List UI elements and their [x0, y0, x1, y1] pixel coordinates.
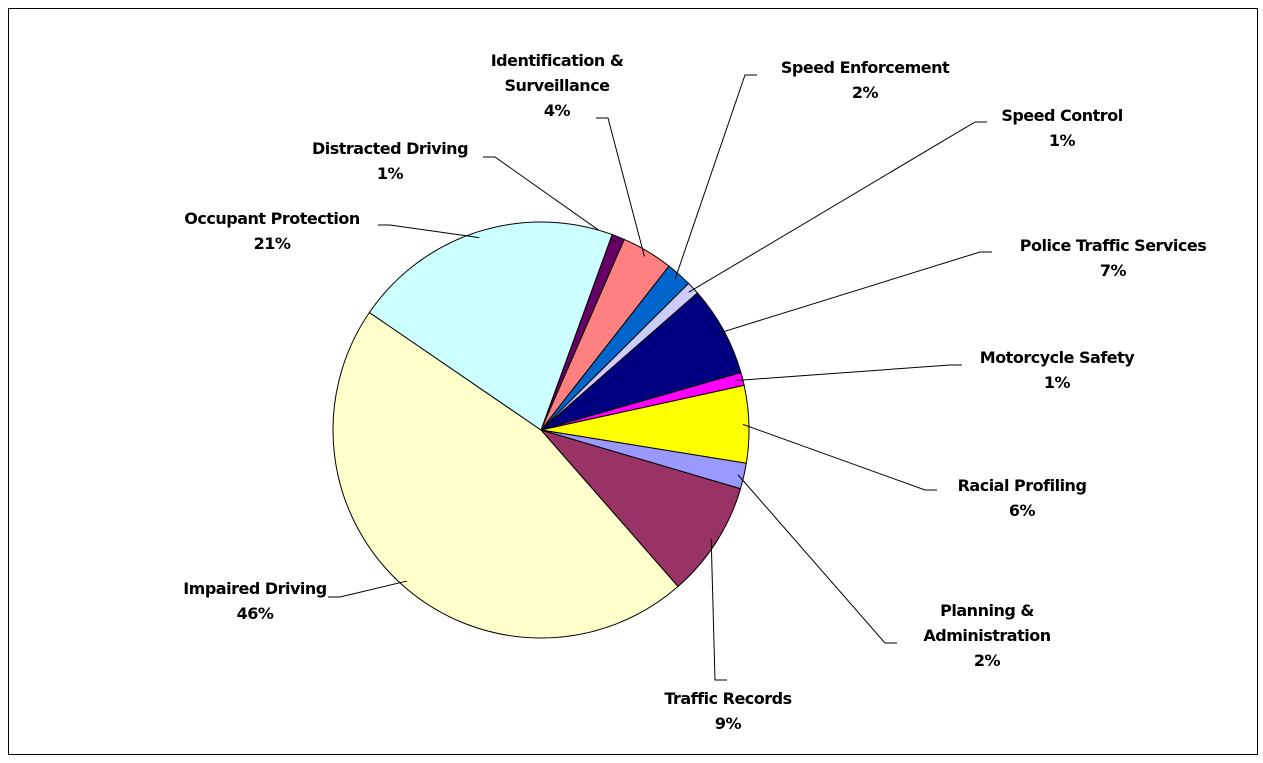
leader-line	[674, 74, 757, 280]
leader-line	[483, 156, 617, 243]
category-label: Police Traffic Services	[1019, 236, 1207, 255]
data-label: Motorcycle Safety 1%	[947, 345, 1167, 395]
data-label: Police Traffic Services 7%	[1003, 233, 1223, 283]
value-label: 7%	[1099, 261, 1127, 280]
leader-line	[742, 423, 937, 491]
category-label: Occupant Protection	[184, 209, 360, 228]
value-label: 2%	[851, 83, 879, 102]
category-label: Racial Profiling	[957, 476, 1087, 495]
data-label: Speed Control 1%	[952, 103, 1172, 153]
data-label: Planning & Administration 2%	[907, 598, 1067, 673]
category-label: Distracted Driving	[311, 139, 469, 158]
category-label: Motorcycle Safety	[979, 348, 1135, 367]
category-label: Speed Enforcement	[780, 58, 950, 77]
value-label: 21%	[253, 234, 291, 253]
data-label: Identification & Surveillance 4%	[477, 48, 637, 123]
leader-line	[596, 117, 645, 257]
pie-slice	[332, 311, 679, 639]
category-label: Planning & Administration	[923, 601, 1051, 645]
data-label: Impaired Driving 46%	[145, 576, 365, 626]
leader-line	[688, 121, 987, 293]
category-label: Speed Control	[1001, 106, 1123, 125]
value-label: 4%	[543, 101, 571, 120]
leader-line	[736, 364, 962, 381]
leader-line	[737, 474, 897, 644]
value-label: 6%	[1008, 501, 1036, 520]
data-label: Traffic Records 9%	[618, 686, 838, 736]
data-label: Speed Enforcement 2%	[755, 55, 975, 105]
data-label: Distracted Driving 1%	[280, 136, 500, 186]
leader-line	[378, 224, 480, 239]
data-label: Racial Profiling 6%	[912, 473, 1132, 523]
pie-slice	[368, 221, 613, 431]
value-label: 46%	[236, 604, 274, 623]
value-label: 2%	[973, 651, 1001, 670]
leader-line	[718, 251, 992, 334]
category-label: Traffic Records	[664, 689, 792, 708]
frame	[8, 8, 1258, 755]
value-label: 1%	[376, 164, 404, 183]
value-label: 1%	[1048, 131, 1076, 150]
leader-line	[328, 580, 408, 598]
category-label: Impaired Driving	[183, 579, 327, 598]
pie-slice	[539, 429, 742, 588]
leader-line	[710, 538, 727, 681]
data-label: Occupant Protection 21%	[162, 206, 382, 256]
category-label: Identification & Surveillance	[490, 51, 624, 95]
value-label: 9%	[714, 714, 742, 733]
value-label: 1%	[1043, 373, 1071, 392]
